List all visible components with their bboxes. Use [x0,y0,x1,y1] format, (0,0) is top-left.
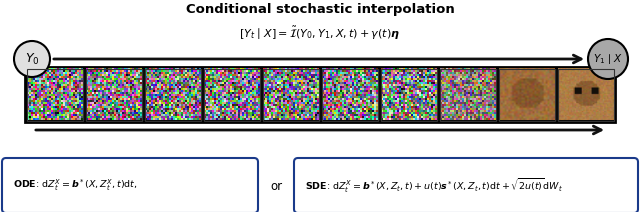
Text: $\mathbf{ODE}$: $\mathrm{d}Z_t^X = \boldsymbol{b}^*(X, Z_t^X, t)\mathrm{d}t,$: $\mathbf{ODE}$: $\mathrm{d}Z_t^X = \bold… [13,178,138,193]
Bar [262,68,319,120]
Text: $[Y_t \mid X] = \tilde{\mathcal{I}}(Y_0, Y_1, X, t) + \gamma(t)\boldsymbol{\eta}: $[Y_t \mid X] = \tilde{\mathcal{I}}(Y_0,… [239,25,401,42]
Bar [557,68,614,120]
Circle shape [588,39,628,79]
Text: $Y_1\mid X$: $Y_1\mid X$ [593,52,623,66]
Bar [145,68,200,120]
Bar [204,68,259,120]
Text: Conditional stochastic interpolation: Conditional stochastic interpolation [186,3,454,16]
FancyBboxPatch shape [2,158,258,212]
Bar [499,68,554,120]
Bar [440,68,495,120]
Bar [381,68,436,120]
FancyBboxPatch shape [294,158,638,212]
Bar [26,68,83,120]
Circle shape [14,41,50,77]
Bar [25,67,615,122]
Text: $\mathbf{SDE}$: $\mathrm{d}Z_t^X = \boldsymbol{b}^*(X, Z_t, t) + u(t)\boldsymbol: $\mathbf{SDE}$: $\mathrm{d}Z_t^X = \bold… [305,176,563,195]
Bar [321,68,378,120]
Text: or: or [270,180,282,192]
Bar [86,68,141,120]
Text: $Y_0$: $Y_0$ [25,52,39,67]
